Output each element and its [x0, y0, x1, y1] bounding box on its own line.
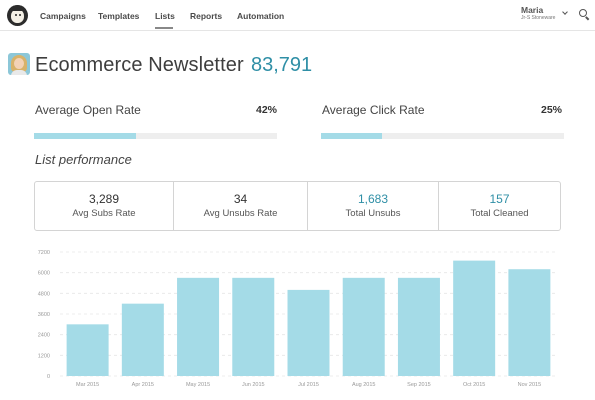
stat-divider: [173, 182, 174, 230]
user-name: Maria: [521, 5, 544, 15]
bar-chart-svg: 0 1200 2400 3600 4800 6000 7200 Mar 2015 Apr 201…: [38, 250, 557, 388]
click-rate-progress-fill: [321, 133, 382, 139]
chart-bar[interactable]: [66, 324, 109, 376]
nav-reports[interactable]: Reports: [190, 11, 223, 21]
stat-label: Avg Subs Rate: [72, 208, 136, 219]
account-menu[interactable]: Maria Jr-S Stoneware: [521, 5, 571, 22]
open-rate-progress-fill: [34, 133, 137, 139]
y-tick-label: 1200: [38, 353, 50, 359]
stat-label: Total Unsubs: [345, 208, 401, 219]
stat-value: 3,289: [88, 192, 120, 206]
x-tick-label: May 2015: [186, 382, 210, 388]
stat-label: Avg Unsubs Rate: [203, 208, 278, 219]
user-organization: Jr-S Stoneware: [521, 15, 556, 21]
page-title: Ecommerce Newsletter: [35, 54, 244, 76]
chart-bar[interactable]: [453, 260, 496, 376]
open-rate-value: 42%: [256, 104, 278, 116]
chart-bar[interactable]: [508, 269, 551, 376]
chart-bar[interactable]: [342, 277, 385, 376]
y-tick-label: 6000: [38, 271, 50, 277]
stat-total-unsubs: 1,683 Total Unsubs: [308, 182, 438, 230]
open-rate-label: Average Open Rate: [35, 103, 141, 117]
click-rate-progress: [321, 133, 564, 139]
nav-campaigns[interactable]: Campaigns: [40, 11, 86, 21]
stat-label: Total Cleaned: [470, 208, 529, 219]
click-rate-label: Average Click Rate: [322, 103, 425, 117]
open-rate-progress: [34, 133, 277, 139]
nav-automation[interactable]: Automation: [237, 11, 285, 21]
x-tick-label: Nov 2015: [518, 382, 542, 388]
click-rate-value: 25%: [541, 104, 563, 116]
y-tick-label: 3600: [38, 312, 50, 318]
y-tick-label: 4800: [38, 291, 50, 297]
stat-avg-unsubs-rate: 34 Avg Unsubs Rate: [174, 182, 307, 230]
chart-bar[interactable]: [177, 277, 220, 376]
x-tick-label: Jun 2015: [242, 382, 265, 388]
section-title: List performance: [35, 152, 132, 167]
stat-value: 34: [233, 192, 248, 206]
search-icon[interactable]: [579, 9, 587, 17]
mailchimp-logo-icon[interactable]: [7, 5, 28, 26]
stat-avg-subs-rate: 3,289 Avg Subs Rate: [35, 182, 173, 230]
nav-templates[interactable]: Templates: [98, 11, 140, 21]
stats-panel: 3,289 Avg Subs Rate 34 Avg Unsubs Rate 1…: [34, 181, 561, 231]
subscriber-count: 83,791: [251, 54, 313, 76]
stat-divider: [307, 182, 308, 230]
stat-total-cleaned: 157 Total Cleaned: [439, 182, 560, 230]
x-tick-label: Aug 2015: [352, 382, 376, 388]
y-tick-label: 2400: [38, 333, 50, 339]
active-nav-indicator: [155, 27, 173, 29]
list-avatar: [8, 53, 30, 75]
x-tick-label: Apr 2015: [132, 382, 154, 388]
x-tick-label: Mar 2015: [76, 382, 99, 388]
x-tick-label: Sep 2015: [407, 382, 431, 388]
x-tick-label: Oct 2015: [463, 382, 485, 388]
top-navigation-bar: Campaigns Templates Lists Reports Automa…: [0, 0, 595, 31]
stat-divider: [438, 182, 439, 230]
chart-bar[interactable]: [397, 277, 440, 376]
x-tick-label: Jul 2015: [298, 382, 319, 388]
stat-value: 1,683: [357, 192, 389, 206]
chart-bar[interactable]: [232, 277, 275, 376]
y-tick-label: 0: [47, 374, 50, 380]
stat-value: 157: [489, 192, 510, 206]
nav-lists[interactable]: Lists: [155, 11, 175, 21]
list-performance-chart: 0 1200 2400 3600 4800 6000 7200 Mar 2015 Apr 201…: [0, 240, 595, 400]
chart-bar[interactable]: [287, 289, 330, 376]
chart-bar[interactable]: [121, 303, 164, 376]
y-tick-label: 7200: [38, 250, 50, 256]
